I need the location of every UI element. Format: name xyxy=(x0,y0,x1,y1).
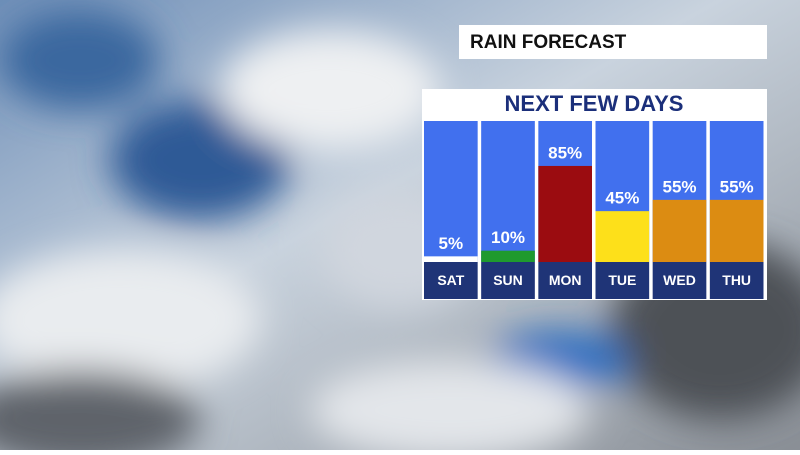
value-label: 85% xyxy=(548,143,582,162)
bar xyxy=(595,211,650,262)
value-label: 55% xyxy=(662,177,696,196)
x-tick-label: THU xyxy=(722,272,751,288)
plot: 5% SAT 10% SUN 85% MON 45% TUE 55% WED 55% THU xyxy=(424,121,764,299)
bar xyxy=(424,256,478,262)
x-tick-label: WED xyxy=(663,272,696,288)
value-label: 10% xyxy=(491,228,525,247)
title-box xyxy=(459,25,767,59)
day-band xyxy=(538,262,592,299)
value-label: 5% xyxy=(439,234,464,253)
day-band xyxy=(652,262,707,299)
value-label: 55% xyxy=(720,177,754,196)
day-band xyxy=(424,262,478,299)
x-tick-label: SAT xyxy=(437,272,464,288)
x-tick-label: TUE xyxy=(608,272,636,288)
subtitle-box xyxy=(422,89,767,119)
x-tick-label: MON xyxy=(549,272,582,288)
x-tick-label: SUN xyxy=(493,272,523,288)
day-band xyxy=(595,262,650,299)
day-band xyxy=(481,262,535,299)
chart-subtitle: NEXT FEW DAYS xyxy=(505,91,684,116)
bar xyxy=(709,199,764,262)
value-label: 45% xyxy=(605,189,639,208)
chart-title: RAIN FORECAST xyxy=(470,32,627,53)
column-bg xyxy=(424,121,478,262)
bar xyxy=(652,199,707,262)
bar xyxy=(481,250,535,262)
column-bg xyxy=(481,121,535,262)
bar xyxy=(538,165,592,262)
day-band xyxy=(709,262,764,299)
chart-frame xyxy=(422,119,767,300)
